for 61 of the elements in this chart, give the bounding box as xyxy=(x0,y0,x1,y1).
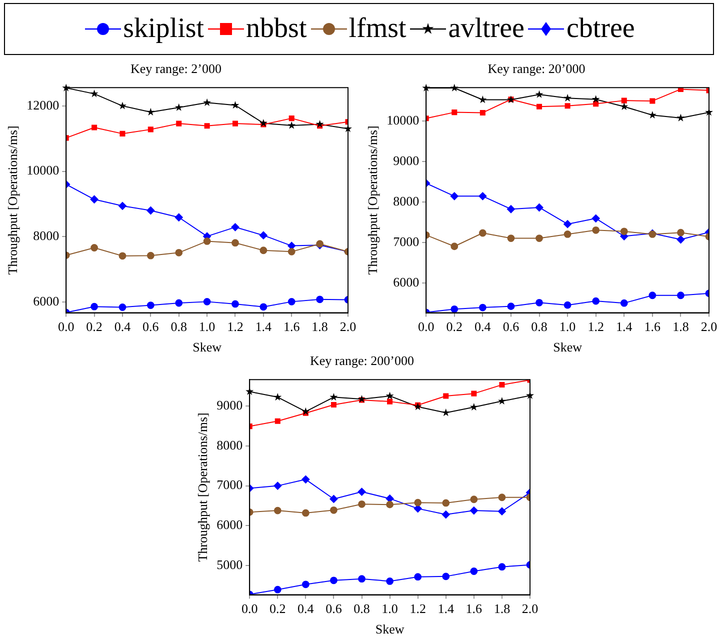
x-tick-label: 0.6 xyxy=(142,319,160,334)
y-axis-title: Throughput [Operations/ms] xyxy=(5,126,20,275)
legend-label: nbbst xyxy=(246,13,307,45)
x-tick-label: 1.6 xyxy=(466,601,483,616)
x-tick-label: 1.8 xyxy=(494,601,510,616)
legend-label: skiplist xyxy=(123,13,204,45)
x-tick-label: 1.0 xyxy=(382,601,398,616)
x-tick-label: 0.8 xyxy=(354,601,370,616)
x-tick-label: 0.8 xyxy=(170,319,187,334)
x-tick-label: 0.4 xyxy=(474,319,492,334)
x-tick-label: 1.8 xyxy=(672,319,689,334)
x-tick-label: 1.0 xyxy=(559,319,576,334)
y-tick-label: 9000 xyxy=(393,153,420,168)
x-tick-label: 0.6 xyxy=(326,601,342,616)
legend-label: lfmst xyxy=(348,13,406,45)
y-tick-label: 6000 xyxy=(393,274,420,290)
x-tick-label: 1.2 xyxy=(227,319,244,334)
y-tick-label: 6000 xyxy=(216,517,243,532)
y-tick-label: 8000 xyxy=(216,437,243,452)
x-axis-title: Skew xyxy=(553,340,583,355)
legend-label: avltree xyxy=(448,13,524,45)
y-tick-label: 6000 xyxy=(33,293,60,308)
x-tick-label: 0.0 xyxy=(241,601,258,616)
x-tick-label: 2.0 xyxy=(522,601,538,616)
x-tick-label: 1.0 xyxy=(198,319,216,334)
y-tick-label: 10000 xyxy=(26,162,60,178)
x-tick-label: 0.6 xyxy=(502,319,520,334)
x-tick-label: 1.4 xyxy=(255,319,272,334)
y-tick-label: 8000 xyxy=(393,194,420,209)
x-tick-label: 0.2 xyxy=(270,601,286,616)
x-tick-label: 0.4 xyxy=(114,319,132,334)
x-tick-label: 2.0 xyxy=(340,319,356,334)
y-tick-label: 7000 xyxy=(393,234,420,250)
x-tick-label: 0.8 xyxy=(531,319,548,334)
x-tick-label: 0.0 xyxy=(58,319,74,334)
x-tick-label: 1.8 xyxy=(312,319,328,334)
y-tick-label: 5000 xyxy=(216,557,243,572)
chart-title: Key range: 2’000 xyxy=(130,61,222,76)
x-tick-label: 1.6 xyxy=(283,319,300,334)
y-tick-label: 10000 xyxy=(386,112,420,128)
y-tick-label: 7000 xyxy=(216,477,243,492)
x-tick-label: 1.6 xyxy=(644,319,662,334)
x-tick-label: 0.2 xyxy=(446,319,463,334)
y-axis-title: Throughput [Operations/ms] xyxy=(365,126,380,275)
chart-title: Key range: 20’000 xyxy=(488,61,586,76)
y-axis-title: Throughput [Operations/ms] xyxy=(195,412,210,562)
x-tick-label: 0.4 xyxy=(298,601,314,616)
x-tick-label: 1.4 xyxy=(438,601,455,616)
chart-title: Key range: 200’000 xyxy=(310,353,414,368)
x-axis-title: Skew xyxy=(192,340,222,355)
x-tick-label: 1.2 xyxy=(410,601,426,616)
legend-label: cbtree xyxy=(566,13,635,45)
x-tick-label: 2.0 xyxy=(700,319,718,334)
x-tick-label: 1.2 xyxy=(588,319,604,334)
y-tick-label: 9000 xyxy=(216,397,243,412)
x-tick-label: 0.0 xyxy=(418,319,434,334)
x-tick-label: 0.2 xyxy=(86,319,102,334)
y-tick-label: 12000 xyxy=(26,97,60,112)
x-tick-label: 1.4 xyxy=(616,319,633,334)
x-axis-title: Skew xyxy=(375,622,405,637)
y-tick-label: 8000 xyxy=(33,228,60,244)
